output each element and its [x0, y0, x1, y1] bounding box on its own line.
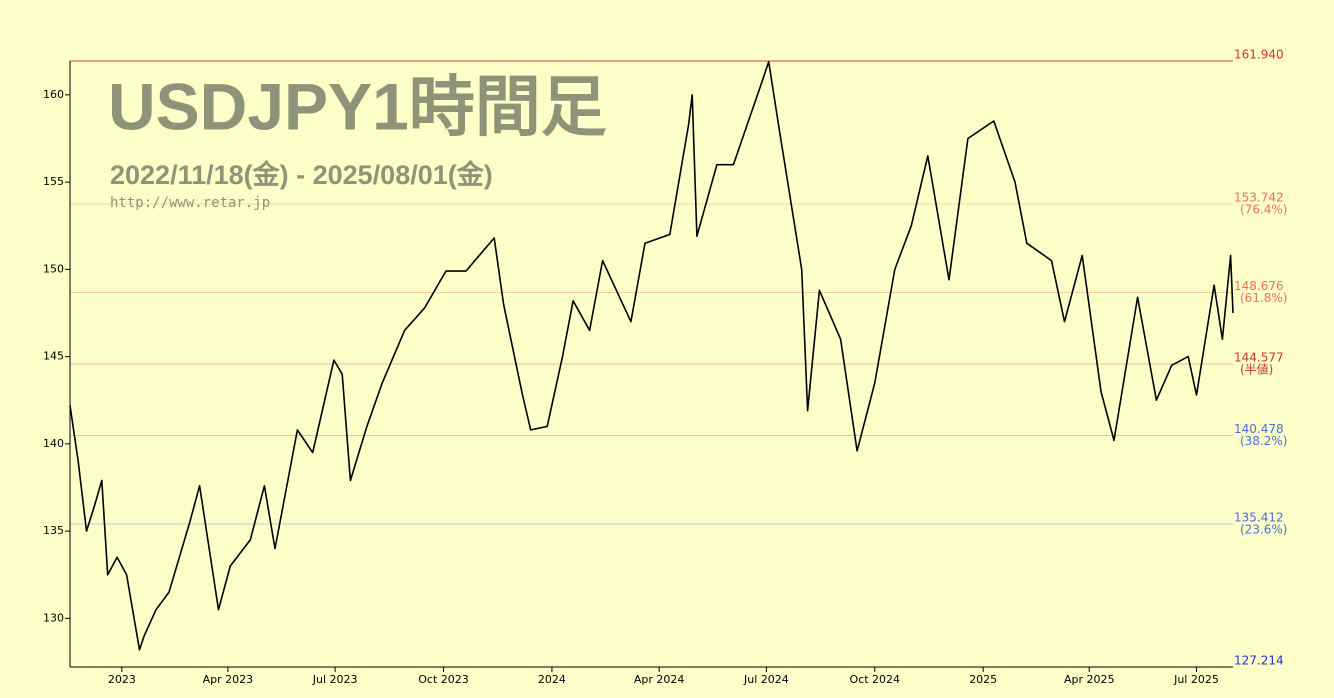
y-tick-label: 150	[43, 262, 64, 275]
chart-title: USDJPY1時間足	[108, 69, 607, 143]
y-tick-label: 130	[43, 611, 64, 624]
x-tick-label: Apr 2023	[203, 673, 254, 686]
x-tick-label: 2025	[969, 673, 997, 686]
level-label: 135.412	[1234, 510, 1284, 524]
x-tick-label: Apr 2024	[634, 673, 685, 686]
level-label: 153.742	[1234, 191, 1284, 205]
x-tick-label: 2023	[108, 673, 136, 686]
level-note: (23.6%)	[1240, 522, 1287, 536]
level-note: (半値)	[1240, 362, 1273, 377]
y-tick-label: 140	[43, 437, 64, 450]
y-tick-label: 145	[43, 350, 64, 363]
level-label: 144.577	[1234, 351, 1284, 365]
x-tick-label: Jul 2025	[1173, 673, 1219, 686]
level-label: 148.676	[1234, 279, 1284, 293]
price-line	[69, 60, 1234, 651]
y-tick-label: 160	[43, 88, 64, 101]
y-tick-label: 135	[43, 524, 64, 537]
x-tick-label: Apr 2025	[1064, 673, 1115, 686]
source-url: http://www.retar.jp	[110, 195, 270, 211]
x-tick-label: Jul 2024	[743, 673, 789, 686]
x-tick-label: 2024	[538, 673, 566, 686]
level-label: 140.478	[1234, 422, 1284, 436]
level-label: 127.214	[1234, 654, 1284, 668]
level-note: (76.4%)	[1240, 203, 1287, 217]
level-label: 161.940	[1234, 48, 1284, 62]
x-tick-label: Jul 2023	[312, 673, 358, 686]
level-note: (61.8%)	[1240, 291, 1287, 305]
chart-subtitle: 2022/11/18(金) - 2025/08/01(金)	[110, 159, 493, 190]
x-tick-label: Oct 2023	[418, 673, 469, 686]
x-tick-label: Oct 2024	[850, 673, 901, 686]
y-tick-label: 155	[43, 175, 64, 188]
level-note: (38.2%)	[1240, 434, 1287, 448]
